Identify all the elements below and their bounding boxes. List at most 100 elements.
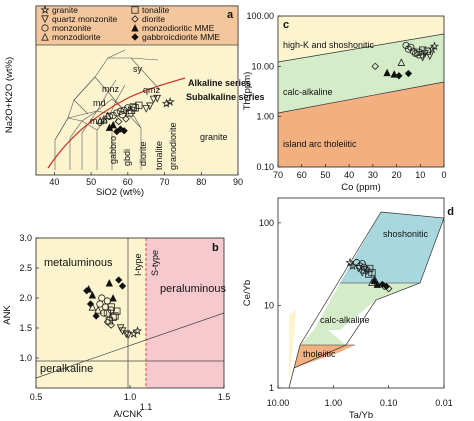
data-point-circle xyxy=(120,106,128,115)
x-tick-label: 90 xyxy=(233,177,243,187)
legend-label-tri-up: monzodiorite xyxy=(52,32,101,42)
panel-d-base-area xyxy=(289,310,296,388)
x-tick-label: 60 xyxy=(123,177,133,187)
field-calc-alkaline-d: calc-alkaline xyxy=(320,315,370,325)
data-point-square xyxy=(368,268,376,277)
y-tick-label: 0.10 xyxy=(256,162,274,172)
x-tick-label: 40 xyxy=(344,170,354,180)
data-point-tri-down xyxy=(418,53,427,62)
field-md: md xyxy=(93,98,106,108)
data-point-square xyxy=(126,109,134,117)
calc-alkaline-area-c xyxy=(278,34,444,113)
data-point-tri-filled xyxy=(109,294,117,302)
x-tick-label: 0 xyxy=(441,170,446,180)
data-point-tri-up xyxy=(103,111,112,120)
data-point-tri-filled xyxy=(88,291,97,299)
data-point-diamond-filled xyxy=(395,72,403,80)
data-point-tri-filled xyxy=(105,279,114,287)
field-i-type: I-type xyxy=(133,253,143,276)
y-tick-label: 100.00 xyxy=(246,11,274,21)
field-island-arc-tholeiitic: island arc tholeiitic xyxy=(283,139,357,149)
data-point-square xyxy=(129,103,137,111)
data-point-diamond-filled xyxy=(83,287,91,295)
y-tick-label: 100 xyxy=(259,218,274,228)
y-tick-label: 3.0 xyxy=(19,233,32,243)
data-point-diamond-open xyxy=(371,62,379,71)
tholeiitic-area-d xyxy=(294,345,355,368)
x-tick-label: 60 xyxy=(297,170,307,180)
data-point-star xyxy=(165,96,175,106)
field-peralkaline: peralkaline xyxy=(40,363,93,375)
panel-a-label: a xyxy=(227,9,234,21)
x-tick-label: 0.10 xyxy=(380,398,398,408)
i-type-area xyxy=(128,238,146,388)
field-s-type: S-type xyxy=(150,250,160,276)
data-point-tri-down xyxy=(149,95,158,104)
x-tick-label: 10 xyxy=(415,170,425,180)
legend-symbol-diamond-filled xyxy=(131,33,139,41)
data-point-square xyxy=(135,101,143,109)
data-point-circle xyxy=(404,45,413,53)
panel-d-ticks: 10.00 1.00 0.10 0.01 1 10 100 xyxy=(259,218,453,408)
tas-field-lines xyxy=(54,49,161,170)
panel-b-markers xyxy=(83,276,143,340)
x-tick-label: 50 xyxy=(320,170,330,180)
data-point-square xyxy=(103,309,112,317)
data-point-square xyxy=(366,264,374,273)
panel-c-markers xyxy=(371,41,440,80)
panel-c-x-label: Co (ppm) xyxy=(341,182,381,193)
panel-c-label: c xyxy=(283,19,289,31)
legend-symbol-tri-filled xyxy=(131,24,139,32)
data-point-diamond-filled xyxy=(115,276,123,284)
panel-c-y-label: Th (ppm) xyxy=(242,72,253,111)
field-peraluminous: peraluminous xyxy=(160,283,227,295)
x-tick-label: 1.0 xyxy=(124,392,137,402)
panel-c-frame xyxy=(277,15,445,168)
panel-d-frame xyxy=(277,197,445,389)
data-point-tri-filled xyxy=(370,276,379,285)
data-point-diamond-filled xyxy=(404,69,413,78)
data-point-circle xyxy=(116,107,125,115)
data-point-tri-filled xyxy=(383,68,391,77)
field-alkaline-series: Alkaline series xyxy=(188,78,251,88)
data-point-circle xyxy=(109,111,117,120)
data-point-diamond-open xyxy=(103,318,112,326)
y-tick-label: 1.5 xyxy=(19,323,32,333)
data-point-diamond-filled xyxy=(92,312,100,320)
data-point-tri-up xyxy=(397,58,406,66)
field-granite: granite xyxy=(200,132,228,142)
data-point-square xyxy=(414,48,422,56)
alkaline-subalkaline-divider xyxy=(47,77,186,169)
data-point-diamond-filled xyxy=(86,300,95,308)
data-point-circle xyxy=(360,263,368,271)
data-point-star xyxy=(345,257,355,267)
panel-b-y-label: ANK xyxy=(2,305,13,325)
data-point-square xyxy=(113,307,121,315)
high-k-area-c xyxy=(278,16,444,62)
panel-a-markers xyxy=(96,94,175,136)
legend-label-diamond-open: diorite xyxy=(142,14,165,24)
field-high-k-shoshonitic: high-K and shoshonitic xyxy=(283,40,375,50)
x-tick-label: 80 xyxy=(196,177,206,187)
panel-a-y-label: Na2O+K2O (wt%) xyxy=(4,57,15,133)
data-point-square xyxy=(423,47,432,55)
field-qmz: qmz xyxy=(143,85,161,95)
field-metaluminous: metaluminous xyxy=(44,257,113,269)
field-calc-alkaline-c: calc-alkaline xyxy=(283,87,333,97)
panel-d-markers xyxy=(345,257,393,293)
data-point-tri-down xyxy=(142,105,151,113)
x-tick-label: 0.01 xyxy=(435,398,453,408)
ank-equals-acnk-line xyxy=(35,312,225,379)
data-point-tri-filled xyxy=(109,120,117,129)
data-point-circle xyxy=(409,47,417,55)
data-point-square xyxy=(419,46,427,54)
field-subalkaline-series: Subalkaline series xyxy=(186,92,265,102)
shoshonitic-area-d xyxy=(340,212,444,283)
legend-symbol-tri-up xyxy=(41,32,49,41)
data-point-circle xyxy=(407,43,415,51)
legend-symbol-tri-down xyxy=(41,15,49,24)
legend-label-tri-filled: monzodioritic MME xyxy=(142,23,215,33)
panel-b-x-mark-1.1: 1.1 xyxy=(140,402,153,412)
